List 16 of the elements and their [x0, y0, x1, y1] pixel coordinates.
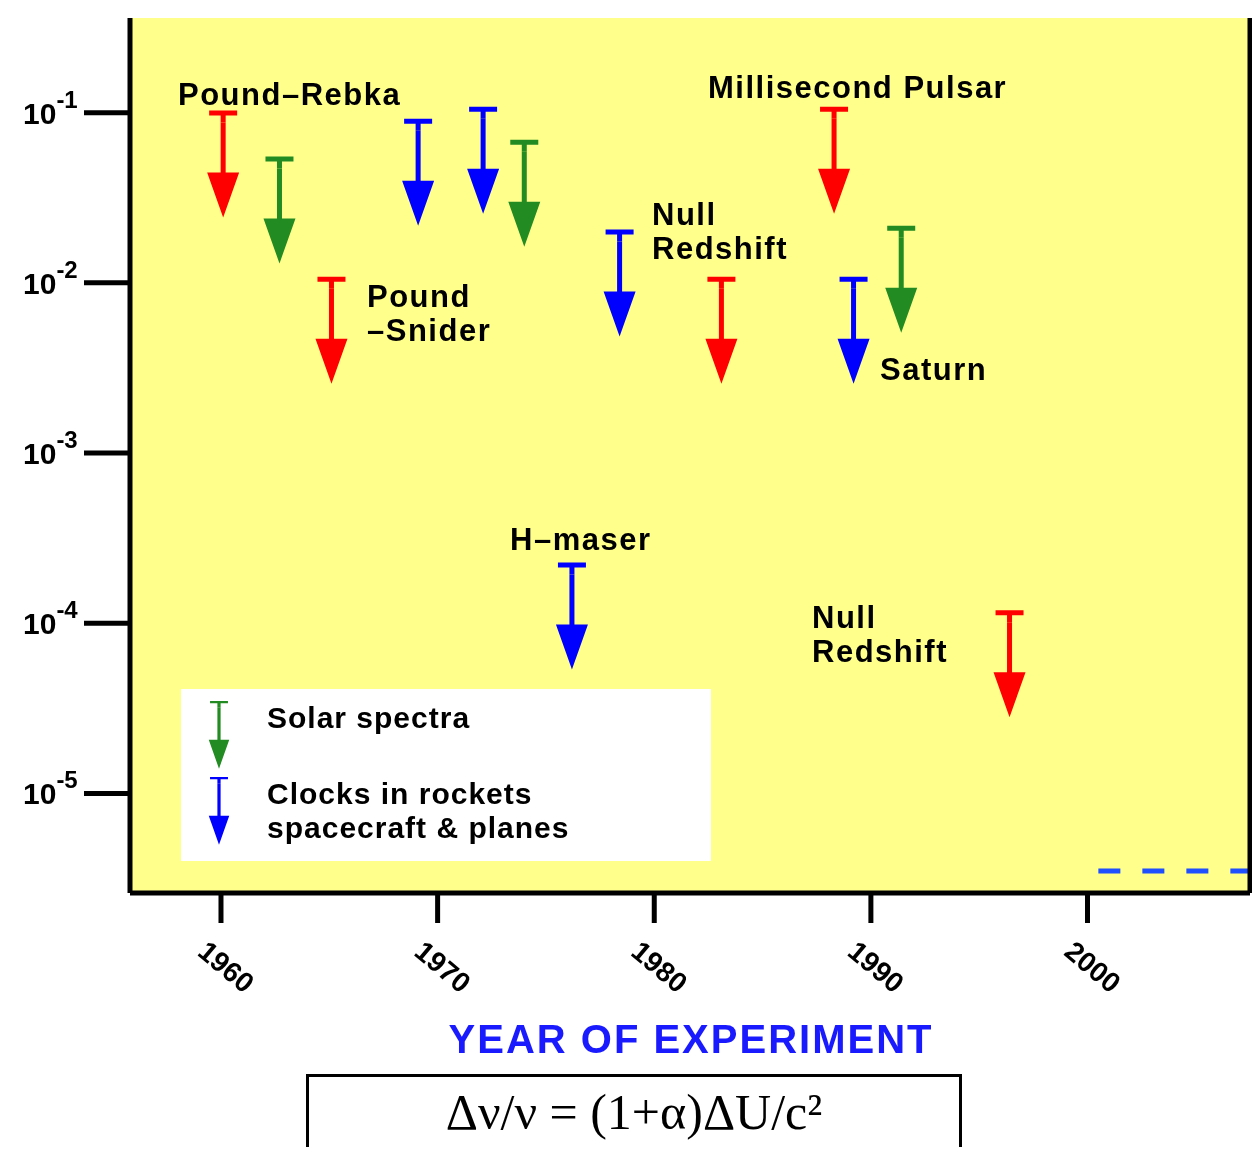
- legend-label: Solar spectra: [267, 701, 472, 735]
- annotation: Millisecond Pulsar: [708, 70, 1008, 105]
- legend-label: Clocks in rockets spacecraft & planes: [267, 777, 571, 845]
- annotation: Null Redshift: [812, 600, 948, 669]
- y-tick-label: 10$^{-2}$: [23, 255, 78, 300]
- annotation: H–maser: [510, 522, 652, 557]
- annotation: Saturn: [880, 352, 988, 387]
- y-tick-label: 10$^{-1}$: [23, 85, 78, 130]
- annotation: Null Redshift: [652, 197, 788, 266]
- text: Δν/ν = (1+α)ΔU/c²: [306, 1074, 962, 1147]
- y-tick-label: 10$^{-3}$: [23, 426, 78, 470]
- y-tick-label: 10$^{-5}$: [23, 766, 78, 810]
- x-axis-title: YEAR OF EXPERIMENT: [447, 1017, 935, 1062]
- y-tick-label: 10$^{-4}$: [23, 596, 79, 640]
- annotation: Pound –Snider: [367, 279, 492, 348]
- annotation: Pound–Rebka: [178, 77, 402, 112]
